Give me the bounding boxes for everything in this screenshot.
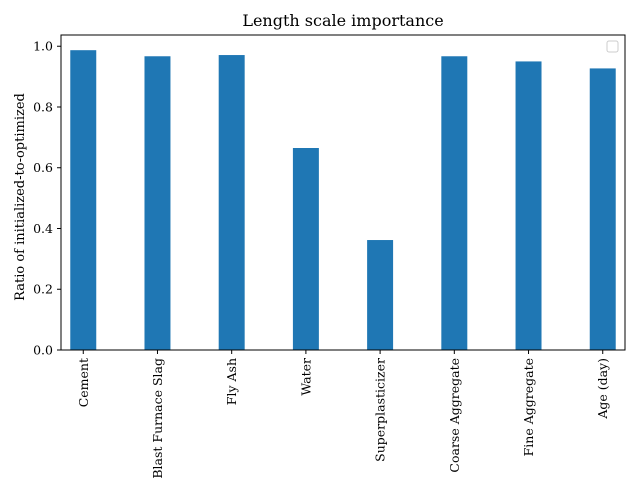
y-tick-label: 1.0 [33, 39, 53, 54]
bars-group [70, 50, 616, 351]
plot-frame [60, 34, 626, 351]
y-tick-label: 0.6 [33, 160, 53, 175]
x-tick-label: Superplasticizer [373, 358, 388, 462]
x-tick-label: Fly Ash [224, 358, 239, 405]
x-tick-label: Coarse Aggregate [447, 358, 462, 473]
x-tick-label: Age (day) [595, 358, 610, 420]
x-ticks-group: Cement Blast Furnace Slag Fly Ash Water Supe… [76, 350, 610, 479]
x-tick-label: Cement [76, 358, 91, 407]
chart-title: Length scale importance [242, 11, 443, 30]
x-tick-label: Fine Aggregate [521, 358, 536, 456]
bar-7 [589, 68, 616, 350]
y-ticks-group: 0.0 0.2 0.4 0.6 0.8 1.0 [33, 39, 61, 358]
bar-3 [292, 147, 319, 350]
bar-2 [218, 55, 245, 350]
bar-6 [515, 61, 542, 351]
y-tick-label: 0.0 [33, 343, 53, 358]
bar-0 [70, 50, 97, 350]
x-tick-label: Water [298, 358, 313, 396]
y-tick-label: 0.4 [33, 221, 53, 236]
x-tick-label: Blast Furnace Slag [150, 358, 165, 479]
bar-5 [441, 56, 468, 351]
y-axis-label: Ratio of initialized-to-optimized [13, 93, 28, 301]
y-tick-label: 0.2 [33, 282, 53, 297]
y-tick-label: 0.8 [33, 99, 53, 114]
legend-box [606, 40, 619, 53]
bar-1 [144, 56, 171, 351]
bar-4 [367, 240, 394, 350]
